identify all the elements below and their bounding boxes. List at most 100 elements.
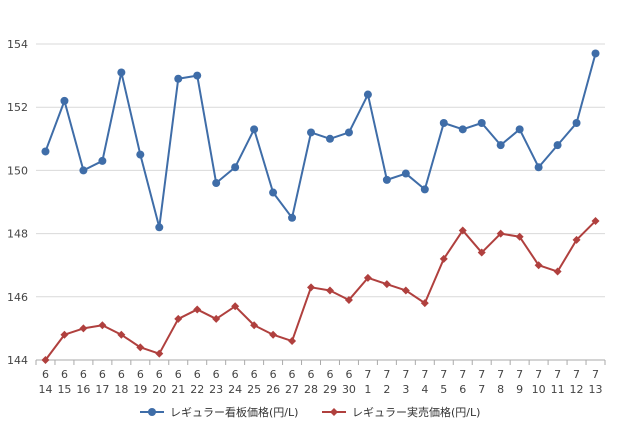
data-point [439, 119, 448, 127]
data-point [136, 343, 145, 352]
data-point [420, 299, 429, 308]
x-tick-label-month: 7 [440, 368, 447, 381]
x-tick-label-month: 6 [232, 368, 239, 381]
data-point [155, 223, 164, 232]
data-point [496, 229, 505, 238]
series-line-1 [44, 53, 597, 229]
x-tick-label-month: 6 [175, 368, 182, 381]
x-tick-label-day: 7 [478, 383, 485, 396]
legend-label-1: レギュラー看板価格(円/L) [170, 405, 298, 419]
grid-lines [36, 43, 605, 361]
legend-marker-2 [330, 408, 338, 416]
data-point [79, 166, 88, 175]
data-point [515, 232, 524, 241]
data-point [439, 254, 448, 263]
data-point [98, 156, 107, 165]
x-tick-label-month: 7 [497, 368, 504, 381]
x-tick-label-month: 6 [61, 368, 68, 381]
data-point [250, 125, 259, 134]
x-tick-label-month: 6 [270, 368, 277, 381]
x-tick-label-month: 6 [213, 368, 220, 381]
data-point [477, 248, 486, 257]
x-tick-label-day: 23 [209, 383, 223, 396]
data-point [193, 305, 202, 314]
x-tick-label-day: 8 [497, 383, 504, 396]
data-point [572, 235, 581, 244]
data-point [60, 96, 69, 105]
x-tick-label-month: 6 [42, 368, 49, 381]
data-point [382, 280, 391, 289]
x-tick-label-month: 7 [364, 368, 371, 381]
x-tick-label-day: 22 [190, 383, 204, 396]
data-point [307, 283, 316, 292]
x-tick-label-month: 6 [118, 368, 125, 381]
data-point [553, 267, 562, 276]
x-tick-label-month: 7 [592, 368, 599, 381]
x-tick-label-day: 3 [402, 383, 409, 396]
data-point [250, 321, 259, 330]
data-point [41, 356, 50, 364]
data-point [136, 150, 145, 159]
y-tick-label: 146 [7, 291, 28, 304]
data-point [382, 175, 391, 184]
data-point [363, 273, 372, 282]
data-point [572, 119, 581, 127]
x-tick-label-day: 26 [266, 383, 280, 396]
axes: 1441461481501521546146156166176186196206… [7, 38, 606, 396]
data-point [591, 49, 600, 58]
x-tick-label-day: 24 [228, 383, 242, 396]
data-point [591, 216, 600, 225]
data-point [477, 119, 486, 127]
data-point [363, 90, 372, 99]
x-tick-label-day: 17 [95, 383, 109, 396]
x-tick-label-day: 9 [516, 383, 523, 396]
data-point [174, 74, 183, 83]
y-tick-label: 144 [7, 354, 28, 367]
x-tick-label-month: 6 [137, 368, 144, 381]
data-point [534, 163, 543, 172]
x-tick-label-month: 6 [194, 368, 201, 381]
x-tick-label-day: 25 [247, 383, 261, 396]
legend: レギュラー看板価格(円/L) レギュラー実売価格(円/L) [140, 405, 480, 419]
x-tick-label-day: 2 [383, 383, 390, 396]
data-point [79, 324, 88, 333]
data-point [344, 295, 353, 304]
data-point [41, 147, 50, 156]
x-tick-label-month: 7 [573, 368, 580, 381]
data-point [174, 314, 183, 323]
x-tick-label-month: 6 [308, 368, 315, 381]
x-tick-label-day: 13 [589, 383, 603, 396]
data-point [420, 185, 429, 194]
x-tick-label-day: 19 [133, 383, 147, 396]
x-tick-label-month: 6 [326, 368, 333, 381]
data-point [458, 125, 467, 134]
legend-label-2: レギュラー実売価格(円/L) [352, 405, 480, 419]
data-point [288, 337, 297, 346]
data-point [60, 330, 69, 339]
x-tick-label-day: 30 [342, 383, 356, 396]
x-tick-label-day: 21 [171, 383, 185, 396]
data-point [496, 141, 505, 150]
data-point [193, 71, 202, 80]
x-tick-label-day: 29 [323, 383, 337, 396]
x-tick-label-month: 7 [516, 368, 523, 381]
x-tick-label-day: 6 [459, 383, 466, 396]
data-point [325, 286, 334, 295]
x-tick-label-month: 6 [345, 368, 352, 381]
x-tick-label-day: 1 [364, 383, 371, 396]
x-tick-label-day: 27 [285, 383, 299, 396]
data-point [231, 302, 240, 311]
x-tick-label-month: 6 [156, 368, 163, 381]
data-point [98, 321, 107, 330]
data-point [344, 128, 353, 137]
x-tick-label-day: 16 [76, 383, 90, 396]
x-tick-label-day: 15 [57, 383, 71, 396]
series-lines [41, 49, 600, 364]
x-tick-label-day: 18 [114, 383, 128, 396]
x-tick-label-month: 7 [383, 368, 390, 381]
x-tick-label-month: 7 [554, 368, 561, 381]
data-point [401, 286, 410, 295]
y-tick-label: 148 [7, 228, 28, 241]
y-tick-label: 152 [7, 101, 28, 114]
